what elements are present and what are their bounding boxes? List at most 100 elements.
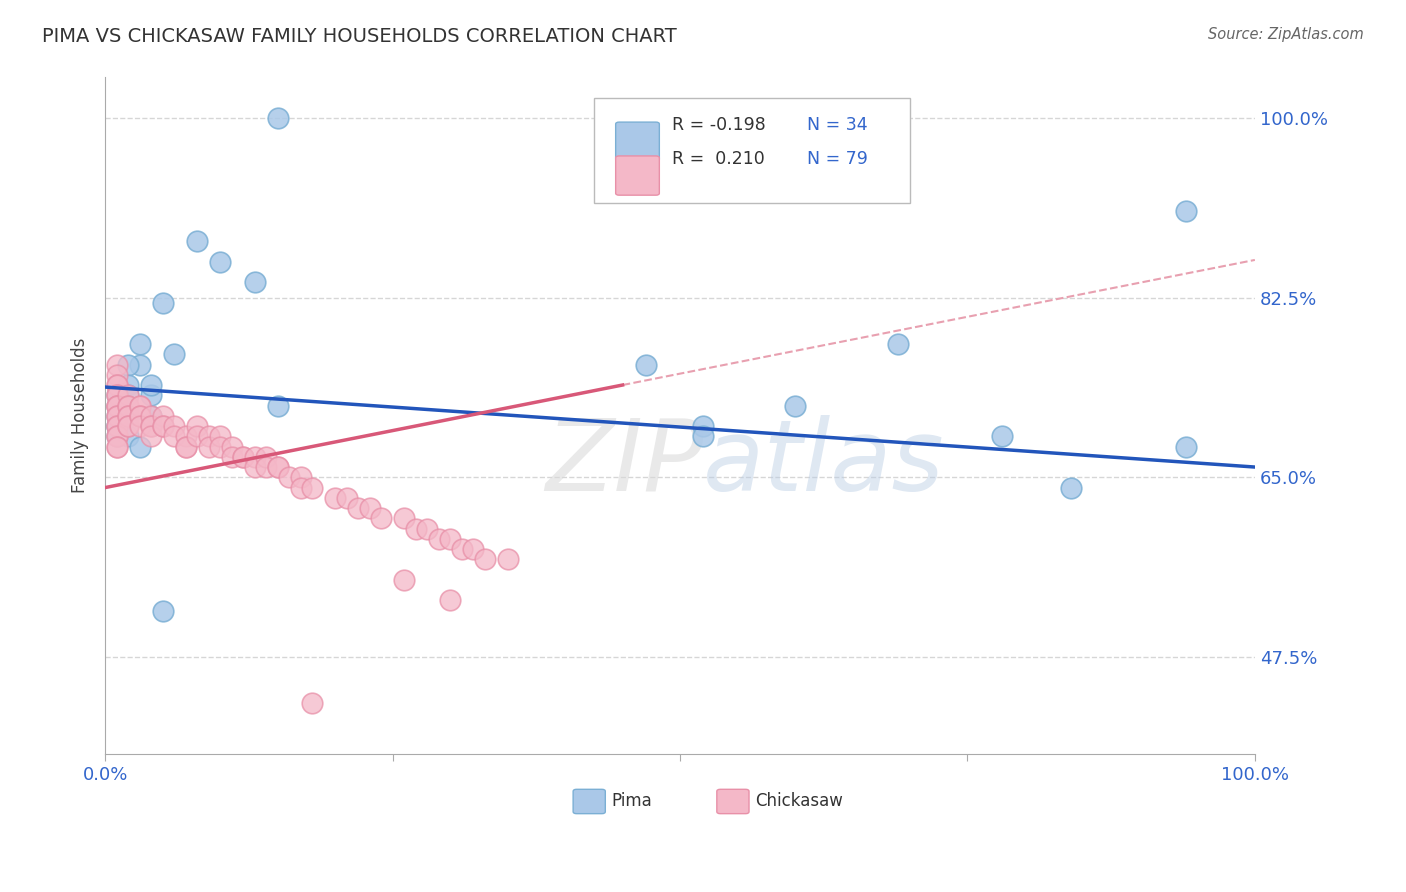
Point	[105, 429, 128, 443]
Point	[141, 409, 163, 423]
Point	[991, 429, 1014, 443]
Point	[254, 460, 277, 475]
Point	[105, 399, 128, 413]
Point	[416, 522, 439, 536]
Point	[197, 429, 219, 443]
Point	[221, 440, 243, 454]
Point	[278, 470, 301, 484]
Point	[197, 440, 219, 454]
Point	[209, 440, 232, 454]
Point	[141, 378, 163, 392]
Point	[266, 399, 288, 413]
Point	[117, 409, 139, 423]
Point	[336, 491, 359, 505]
Point	[152, 604, 174, 618]
Point	[117, 419, 139, 434]
Point	[692, 429, 714, 443]
Point	[209, 255, 232, 269]
Point	[105, 399, 128, 413]
Text: N = 34: N = 34	[807, 116, 868, 134]
Point	[141, 388, 163, 402]
Point	[461, 542, 484, 557]
Point	[105, 429, 128, 443]
Point	[128, 399, 150, 413]
Point	[105, 429, 128, 443]
Point	[186, 235, 208, 249]
Point	[323, 491, 346, 505]
Point	[105, 378, 128, 392]
Point	[266, 460, 288, 475]
Point	[105, 440, 128, 454]
Point	[117, 388, 139, 402]
Point	[128, 409, 150, 423]
Point	[117, 378, 139, 392]
Point	[128, 358, 150, 372]
Point	[105, 440, 128, 454]
Point	[783, 399, 806, 413]
Point	[243, 276, 266, 290]
Point	[243, 450, 266, 464]
Point	[141, 419, 163, 434]
Text: R = -0.198: R = -0.198	[672, 116, 766, 134]
Point	[105, 399, 128, 413]
Point	[439, 593, 461, 607]
Point	[128, 440, 150, 454]
FancyBboxPatch shape	[616, 156, 659, 195]
Point	[450, 542, 472, 557]
Text: N = 79: N = 79	[807, 150, 868, 168]
Point	[290, 481, 312, 495]
FancyBboxPatch shape	[616, 122, 659, 161]
Text: Chickasaw: Chickasaw	[755, 792, 842, 811]
Point	[141, 429, 163, 443]
Point	[1174, 440, 1197, 454]
Point	[117, 419, 139, 434]
Point	[163, 419, 186, 434]
Point	[359, 501, 381, 516]
Point	[105, 388, 128, 402]
Point	[221, 450, 243, 464]
Point	[128, 409, 150, 423]
Point	[392, 573, 415, 587]
Point	[128, 419, 150, 434]
Point	[427, 532, 450, 546]
Point	[186, 419, 208, 434]
FancyBboxPatch shape	[593, 98, 910, 202]
FancyBboxPatch shape	[717, 789, 749, 814]
Point	[266, 112, 288, 126]
Point	[152, 419, 174, 434]
Point	[290, 470, 312, 484]
Point	[105, 409, 128, 423]
Point	[128, 337, 150, 351]
Point	[174, 440, 197, 454]
Point	[105, 409, 128, 423]
Point	[266, 460, 288, 475]
Point	[347, 501, 370, 516]
Point	[117, 429, 139, 443]
Point	[370, 511, 392, 525]
Point	[128, 399, 150, 413]
Y-axis label: Family Households: Family Households	[72, 338, 89, 493]
Point	[887, 337, 910, 351]
Point	[1174, 203, 1197, 218]
Point	[105, 368, 128, 382]
Point	[301, 696, 323, 710]
Point	[117, 388, 139, 402]
Point	[1060, 481, 1083, 495]
Point	[301, 481, 323, 495]
Text: ZIP: ZIP	[544, 415, 703, 512]
Point	[232, 450, 254, 464]
Point	[254, 450, 277, 464]
Point	[117, 409, 139, 423]
Point	[152, 419, 174, 434]
Point	[105, 378, 128, 392]
Point	[174, 440, 197, 454]
Point	[152, 409, 174, 423]
Text: PIMA VS CHICKASAW FAMILY HOUSEHOLDS CORRELATION CHART: PIMA VS CHICKASAW FAMILY HOUSEHOLDS CORR…	[42, 27, 676, 45]
Point	[105, 419, 128, 434]
Point	[232, 450, 254, 464]
Point	[105, 358, 128, 372]
Point	[117, 399, 139, 413]
Text: Pima: Pima	[612, 792, 652, 811]
Point	[117, 358, 139, 372]
Point	[496, 552, 519, 566]
